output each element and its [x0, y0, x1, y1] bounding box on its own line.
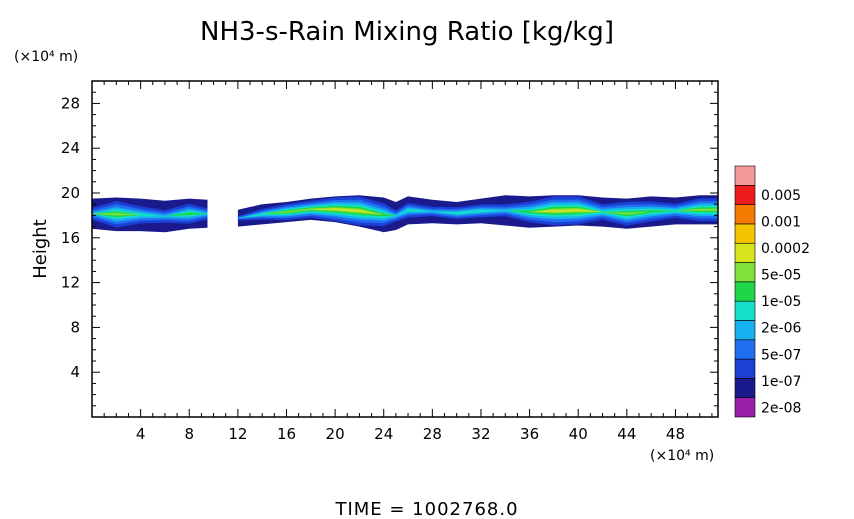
y-tick-label: 12	[61, 274, 80, 292]
time-label: TIME = 1002768.0	[334, 499, 518, 519]
colorbar-swatch	[734, 281, 756, 302]
x-tick-label: 12	[228, 425, 247, 443]
y-tick-label: 24	[61, 139, 80, 157]
y-tick-label: 28	[61, 94, 80, 112]
x-tick-label: 32	[471, 425, 490, 443]
colorbar-label: 5e-05	[761, 268, 801, 284]
colorbar-label: 1e-07	[761, 374, 801, 390]
y-unit-label: (×10⁴ m)	[14, 49, 78, 65]
mixing-ratio-band	[92, 211, 208, 218]
y-tick-label: 20	[61, 184, 80, 202]
colorbar-label: 2e-08	[761, 400, 801, 416]
x-tick-label: 24	[374, 425, 393, 443]
x-tick-label: 28	[423, 425, 442, 443]
colorbar-swatch	[734, 397, 756, 418]
x-unit-label: (×10⁴ m)	[650, 448, 714, 464]
colorbar-swatch	[734, 262, 756, 283]
y-tick-label: 8	[70, 318, 80, 336]
colorbar-swatch	[734, 165, 756, 186]
colorbar: 0.005 0.001 0.0002 5e-05 1e-05 2e-06 5e-07 1e-0…	[734, 165, 810, 418]
y-axis: 4 8 12 16 20 24 28	[61, 91, 718, 407]
colorbar-label: 0.001	[761, 215, 801, 231]
colorbar-swatch	[734, 300, 756, 321]
y-axis-label: Height	[30, 219, 51, 279]
plot-frame	[91, 80, 719, 418]
colorbar-swatch	[734, 378, 756, 398]
chart-title: NH3-s-Rain Mixing Ratio [kg/kg]	[200, 17, 614, 47]
colorbar-label: 0.005	[761, 188, 801, 204]
x-tick-label: 16	[277, 425, 296, 443]
x-tick-label: 36	[520, 425, 539, 443]
x-tick-label: 48	[666, 425, 685, 443]
x-tick-label: 44	[617, 425, 636, 443]
colorbar-swatch	[734, 223, 756, 244]
mixing-ratio-band	[237, 208, 718, 219]
colorbar-label: 1e-05	[761, 294, 801, 310]
colorbar-swatch	[734, 204, 756, 225]
colorbar-swatch	[734, 320, 756, 341]
plot-area	[92, 195, 718, 233]
colorbar-swatch	[734, 242, 756, 263]
y-tick-label: 4	[70, 363, 80, 381]
mixing-ratio-band	[92, 213, 208, 217]
colorbar-label: 0.0002	[761, 241, 810, 257]
colorbar-label: 5e-07	[761, 347, 801, 363]
x-tick-label: 40	[569, 425, 588, 443]
x-tick-label: 20	[326, 425, 345, 443]
x-axis: 4 8 12 16 20 24 28 32 36 40 44 48	[103, 81, 713, 443]
x-tick-label: 8	[184, 425, 194, 443]
colorbar-label: 2e-06	[761, 321, 801, 337]
colorbar-swatch	[734, 339, 756, 360]
colorbar-swatch	[734, 185, 756, 205]
mixing-ratio-band	[92, 209, 208, 220]
y-tick-label: 16	[61, 229, 80, 247]
colorbar-swatch	[734, 358, 756, 379]
x-tick-label: 4	[136, 425, 146, 443]
